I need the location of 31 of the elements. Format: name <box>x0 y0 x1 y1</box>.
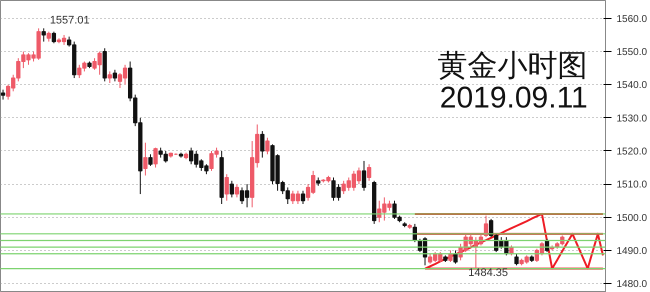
candlestick <box>143 142 148 176</box>
y-tick-label: 1510.0 <box>616 180 648 191</box>
y-tick-label: 1520.0 <box>616 146 648 158</box>
annotation: 1484.35 <box>468 267 508 280</box>
candlestick <box>112 69 118 82</box>
text: 2019.09.11 <box>440 82 588 114</box>
candlestick <box>52 31 56 44</box>
y-tick-label: 1550.0 <box>616 47 648 58</box>
candlestick <box>265 137 270 155</box>
text: 黄金小时图 <box>438 48 588 84</box>
candlestick <box>0 89 6 100</box>
y-tick-label: 1560.0 <box>616 14 648 25</box>
y-tick-label: 1530.0 <box>616 113 648 124</box>
candlestick <box>148 154 153 166</box>
candlestick <box>224 174 229 202</box>
y-tick-label: 1500.0 <box>616 212 648 224</box>
candlestick <box>300 190 306 205</box>
candlestick <box>108 70 112 84</box>
y-tick-label: 1490.0 <box>616 246 648 257</box>
candlestick <box>514 253 519 266</box>
candlestick <box>42 28 46 42</box>
y-tick-label: 1540.0 <box>616 80 648 92</box>
candlestick <box>46 31 51 42</box>
candlestick <box>366 164 372 182</box>
annotation: 1557.01 <box>50 14 90 26</box>
candlestick <box>153 147 158 168</box>
candlestick <box>260 130 264 158</box>
candlestick <box>362 160 366 192</box>
candlestick <box>234 184 240 198</box>
candlestick <box>230 180 234 198</box>
y-tick-label: 1480.0 <box>616 279 648 290</box>
